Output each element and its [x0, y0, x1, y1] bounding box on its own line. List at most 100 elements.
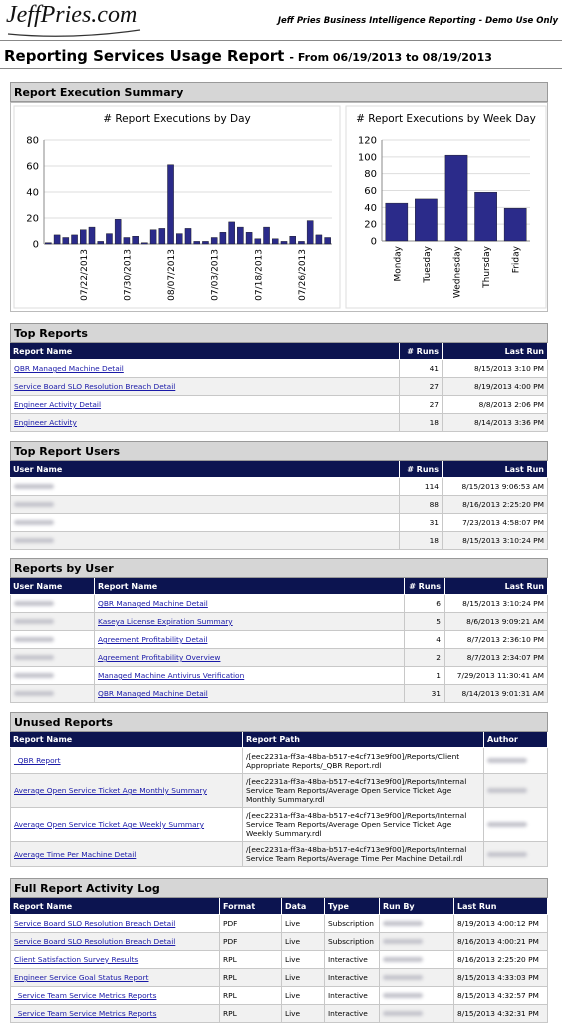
column-header: Report Path	[243, 732, 484, 748]
report-link[interactable]: Engineer Activity	[14, 418, 77, 427]
table-cell: 8/15/2013 9:06:53 AM	[443, 478, 548, 496]
redacted	[383, 993, 423, 998]
section-header: Full Report Activity Log	[10, 878, 548, 898]
bar	[263, 226, 270, 245]
bar	[298, 241, 305, 245]
redacted	[14, 502, 54, 507]
logo-swoosh	[7, 29, 141, 37]
cell-text: 18	[429, 418, 439, 427]
cell-text: Live	[285, 973, 301, 982]
redacted	[383, 939, 423, 944]
cell-text: /[eec2231a-ff3a-48ba-b517-e4cf713e9f00]/…	[246, 811, 467, 838]
table-cell: 8/14/2013 3:36 PM	[443, 414, 548, 432]
table-cell: Average Open Service Ticket Age Weekly S…	[10, 808, 243, 842]
report-link[interactable]: Average Open Service Ticket Age Weekly S…	[14, 820, 205, 829]
table-cell: Interactive	[325, 987, 380, 1005]
report-link[interactable]: Agreement Profitability Overview	[98, 653, 221, 662]
x-tick-label: Thursday	[482, 245, 492, 289]
table-cell	[484, 774, 548, 808]
table-cell: 8/15/2013 4:33:03 PM	[454, 969, 548, 987]
cell-text: 7/29/2013 11:30:41 AM	[456, 671, 544, 680]
cell-text: Interactive	[328, 1009, 368, 1018]
bar	[237, 226, 244, 245]
cell-text: 41	[429, 364, 439, 373]
table-cell	[484, 842, 548, 867]
y-tick-label: 0	[33, 240, 39, 251]
column-header: Author	[484, 732, 548, 748]
table-cell: Average Time Per Machine Detail	[10, 842, 243, 867]
report-link[interactable]: _Service Team Service Metrics Reports	[14, 1009, 157, 1018]
table-cell: Kaseya License Expiration Summary	[95, 613, 405, 631]
bar	[202, 241, 209, 245]
x-tick-label: 07/30/2013	[123, 249, 133, 301]
bar	[45, 242, 52, 245]
table-cell: 27	[400, 378, 443, 396]
y-tick-label: 0	[371, 237, 377, 248]
section-header: Top Reports	[10, 323, 548, 343]
bar	[228, 221, 235, 245]
table-cell	[380, 1005, 454, 1023]
cell-text: 18	[429, 536, 439, 545]
table-cell: 8/15/2013 3:10:24 PM	[443, 532, 548, 550]
report-link[interactable]: _Service Team Service Metrics Reports	[14, 991, 157, 1000]
bar	[324, 237, 331, 245]
cell-text: 8/14/2013 3:36 PM	[473, 418, 544, 427]
report-link[interactable]: Average Time Per Machine Detail	[14, 849, 137, 859]
table-cell: Engineer Activity	[10, 414, 400, 432]
chart-title: # Report Executions by Week Day	[356, 113, 536, 125]
report-link[interactable]: Kaseya License Expiration Summary	[98, 617, 233, 626]
table-cell: RPL	[220, 987, 282, 1005]
report-link[interactable]: Service Board SLO Resolution Breach Deta…	[14, 937, 176, 946]
column-header: Report Name	[10, 898, 220, 915]
column-header: Report Name	[95, 578, 405, 595]
table-cell: 8/15/2013 4:32:31 PM	[454, 1005, 548, 1023]
chart-title: # Report Executions by Day	[103, 113, 251, 125]
report-link[interactable]: Agreement Profitability Detail	[98, 635, 208, 644]
report-link[interactable]: QBR Managed Machine Detail	[14, 364, 124, 373]
column-header: Data	[282, 898, 325, 915]
report-link[interactable]: Managed Machine Antivirus Verification	[98, 671, 245, 680]
table-cell: Subscription	[325, 915, 380, 933]
report-link[interactable]: QBR Managed Machine Detail	[98, 599, 208, 608]
report-link[interactable]: Service Board SLO Resolution Breach Deta…	[14, 919, 176, 928]
cell-text: PDF	[223, 937, 238, 946]
bar	[71, 234, 78, 245]
column-header: Last Run	[443, 461, 548, 478]
logo[interactable]: JeffPries.com	[6, 2, 138, 28]
redacted	[14, 619, 54, 624]
y-tick-label: 40	[26, 188, 39, 199]
cell-text: RPL	[223, 1009, 237, 1018]
cell-text: 8/15/2013 3:10:24 PM	[462, 536, 544, 545]
table-cell: 4	[405, 631, 445, 649]
table-cell: RPL	[220, 969, 282, 987]
report-link[interactable]: _QBR Report	[14, 756, 61, 765]
redacted	[14, 601, 54, 606]
cell-text: Live	[285, 937, 301, 946]
section-header: Report Execution Summary	[10, 82, 548, 102]
table-cell: /[eec2231a-ff3a-48ba-b517-e4cf713e9f00]/…	[243, 808, 484, 842]
table-cell: 8/16/2013 4:00:21 PM	[454, 933, 548, 951]
table-cell: _QBR Report	[10, 748, 243, 774]
cell-text: 8/8/2013 2:06 PM	[478, 400, 544, 409]
charts: # Report Executions by Day 0 20 40 60 80 07/22…	[13, 105, 547, 309]
table-cell	[10, 532, 400, 550]
table-cell: Agreement Profitability Overview	[95, 649, 405, 667]
report-link[interactable]: Engineer Activity Detail	[14, 400, 102, 409]
table-cell	[10, 496, 400, 514]
table-cell: 88	[400, 496, 443, 514]
cell-text: Interactive	[328, 973, 368, 982]
report-link[interactable]: QBR Managed Machine Detail	[98, 689, 208, 698]
table-cell: Engineer Activity Detail	[10, 396, 400, 414]
table-cell: Live	[282, 933, 325, 951]
report-link[interactable]: Client Satisfaction Survey Results	[14, 955, 139, 964]
table-cell: PDF	[220, 915, 282, 933]
report-link[interactable]: Average Open Service Ticket Age Monthly …	[14, 786, 207, 795]
x-tick-label: Friday	[512, 245, 522, 273]
cell-text: /[eec2231a-ff3a-48ba-b517-e4cf713e9f00]/…	[246, 845, 467, 863]
x-tick-label: 07/03/2013	[211, 249, 221, 301]
bar	[62, 237, 70, 245]
report-link[interactable]: Service Board SLO Resolution Breach Deta…	[14, 382, 176, 391]
report-link[interactable]: Engineer Service Goal Status Report	[14, 973, 149, 982]
table-cell: 8/19/2013 4:00:12 PM	[454, 915, 548, 933]
section-header: Top Report Users	[10, 441, 548, 461]
